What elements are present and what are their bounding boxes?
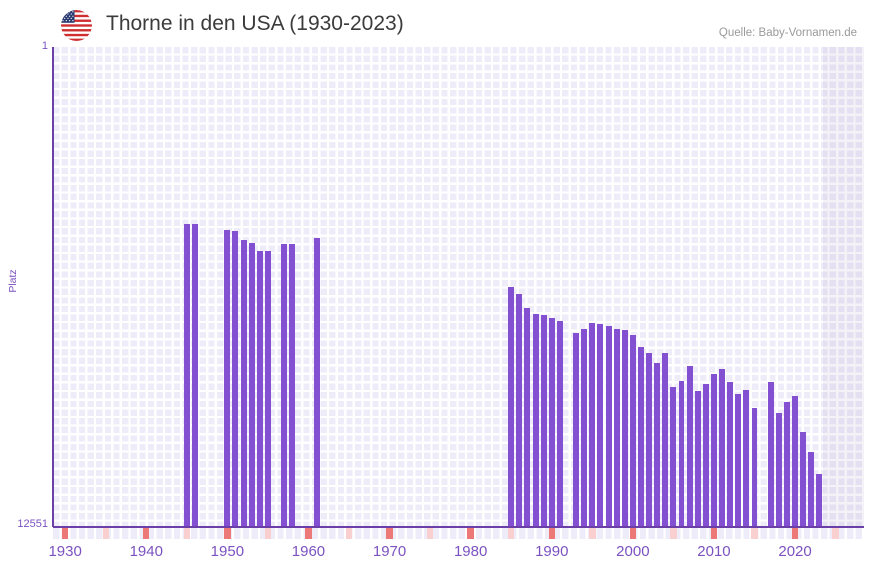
x-tick-major <box>467 528 474 539</box>
bar[interactable] <box>289 243 296 526</box>
bar[interactable] <box>313 237 320 526</box>
y-axis-line <box>52 47 54 527</box>
bar[interactable] <box>727 382 734 526</box>
x-tick-major <box>548 528 555 539</box>
x-tick-label: 1970 <box>372 543 407 560</box>
bar[interactable] <box>816 474 823 526</box>
x-tick-minor <box>426 528 434 539</box>
bar[interactable] <box>792 396 799 526</box>
x-tick-minor <box>751 528 758 539</box>
bar[interactable] <box>240 239 247 526</box>
bar[interactable] <box>183 224 190 526</box>
bar[interactable] <box>581 328 588 526</box>
x-tick-minor <box>102 528 109 539</box>
bar[interactable] <box>191 224 198 526</box>
y-axis-title: Platz <box>7 269 19 293</box>
bar[interactable] <box>540 314 547 526</box>
y-axis-bottom-tick-label: 12551 <box>17 518 48 530</box>
future-shaded-region <box>823 47 864 526</box>
bar[interactable] <box>767 381 774 526</box>
x-tick-label: 1930 <box>48 543 82 560</box>
bar[interactable] <box>719 368 726 526</box>
bar[interactable] <box>589 322 596 526</box>
bar[interactable] <box>524 308 531 526</box>
bar[interactable] <box>281 243 288 526</box>
x-tick-label: 1960 <box>291 543 326 560</box>
bar[interactable] <box>808 451 815 526</box>
us-flag-circle-icon <box>61 10 92 41</box>
bar[interactable] <box>646 353 653 526</box>
x-tick-major <box>143 528 150 539</box>
x-tick-major <box>224 528 231 539</box>
bar[interactable] <box>670 386 677 526</box>
x-tick-major <box>629 528 637 539</box>
bar[interactable] <box>224 230 231 526</box>
bar[interactable] <box>678 380 685 526</box>
bar[interactable] <box>629 335 636 526</box>
page-title: Thorne in den USA (1930-2023) <box>106 12 404 35</box>
bar[interactable] <box>662 353 669 526</box>
bar[interactable] <box>702 383 709 526</box>
bar[interactable] <box>743 390 750 526</box>
x-tick-label: 2020 <box>778 543 812 560</box>
bar[interactable] <box>783 402 790 526</box>
bar[interactable] <box>256 251 263 526</box>
x-tick-minor <box>264 528 272 539</box>
bar[interactable] <box>548 317 555 526</box>
bar[interactable] <box>800 432 807 526</box>
x-tick-minor <box>589 528 596 539</box>
x-axis-line <box>53 526 864 528</box>
chart-header: Thorne in den USA (1930-2023) Quelle: Ba… <box>0 0 873 46</box>
x-tick-label: 1940 <box>129 543 163 560</box>
bar[interactable] <box>735 394 742 526</box>
bar[interactable] <box>694 391 701 526</box>
x-tick-label: 2010 <box>697 543 731 560</box>
bar[interactable] <box>613 329 620 526</box>
bar-series <box>53 47 864 526</box>
bar[interactable] <box>597 324 604 526</box>
bar[interactable] <box>264 251 271 526</box>
bar[interactable] <box>532 314 539 526</box>
x-tick-major <box>305 528 312 539</box>
bar[interactable] <box>516 293 523 526</box>
x-tick-minor <box>345 528 353 539</box>
x-tick-major <box>386 528 393 539</box>
x-axis-tick-band <box>53 528 864 539</box>
x-tick-major <box>61 528 69 539</box>
bar[interactable] <box>654 363 661 526</box>
bar[interactable] <box>605 325 612 526</box>
bar[interactable] <box>232 230 239 526</box>
x-tick-minor <box>508 528 515 539</box>
bar[interactable] <box>508 287 515 526</box>
plot-area <box>53 47 864 526</box>
bar[interactable] <box>556 321 563 526</box>
x-tick-major <box>710 528 718 539</box>
bar[interactable] <box>751 407 758 526</box>
bar[interactable] <box>573 332 580 526</box>
x-tick-minor <box>183 528 190 539</box>
bar[interactable] <box>710 373 717 526</box>
bar[interactable] <box>621 330 628 526</box>
x-tick-minor <box>832 528 839 539</box>
x-tick-label: 2000 <box>616 543 650 560</box>
x-tick-minor <box>670 528 677 539</box>
x-tick-label: 1980 <box>453 543 488 560</box>
source-attribution: Quelle: Baby-Vornamen.de <box>718 27 857 39</box>
x-tick-major <box>791 528 799 539</box>
y-axis-top-tick-label: 1 <box>41 40 48 52</box>
bar[interactable] <box>637 346 644 526</box>
bar[interactable] <box>248 242 255 526</box>
x-tick-label: 1990 <box>535 543 569 560</box>
x-tick-label: 1950 <box>210 543 245 560</box>
bar[interactable] <box>686 365 693 526</box>
bar[interactable] <box>775 413 782 526</box>
